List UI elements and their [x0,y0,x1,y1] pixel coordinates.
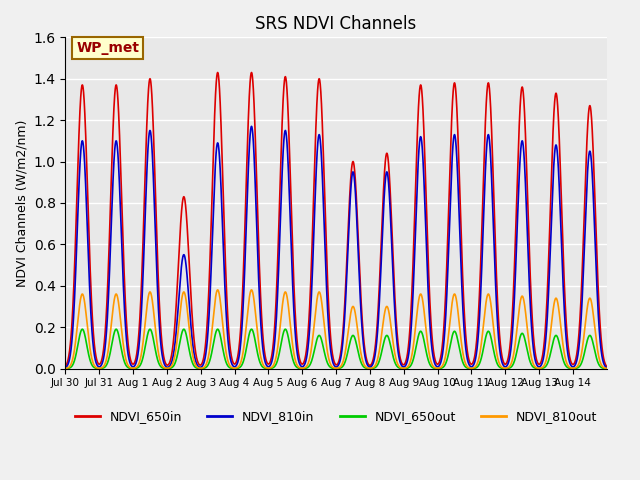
Line: NDVI_810out: NDVI_810out [65,290,607,369]
NDVI_810out [316,290,324,296]
NDVI_650out [377,352,385,358]
NDVI_650in [377,247,385,253]
NDVI_810in [269,349,277,355]
NDVI_650in [81,99,88,105]
Text: WP_met: WP_met [76,41,140,55]
NDVI_810in [316,135,324,141]
NDVI_810in [474,331,482,337]
NDVI_650in [474,313,482,319]
NDVI_650in [214,70,221,75]
NDVI_810out [61,366,69,372]
Line: NDVI_650in: NDVI_650in [65,72,607,367]
Y-axis label: NDVI Channels (W/m2/nm): NDVI Channels (W/m2/nm) [15,119,28,287]
NDVI_810out [377,337,385,343]
NDVI_650in [61,363,69,369]
NDVI_650in [392,307,399,313]
NDVI_810out [603,366,611,372]
NDVI_650out [79,326,86,332]
NDVI_650in [603,364,611,370]
NDVI_810out [269,362,277,368]
NDVI_650out [316,333,324,339]
Line: NDVI_810in: NDVI_810in [65,126,607,368]
NDVI_810out [81,297,88,303]
Line: NDVI_650out: NDVI_650out [65,329,607,369]
NDVI_810out [214,287,221,293]
NDVI_650in [316,79,324,85]
NDVI_810in [377,266,385,272]
NDVI_650out [61,366,69,372]
NDVI_650out [474,363,482,369]
NDVI_650out [392,361,399,367]
NDVI_810in [248,123,255,129]
NDVI_650out [269,365,277,371]
Title: SRS NDVI Channels: SRS NDVI Channels [255,15,417,33]
NDVI_810in [81,154,88,159]
NDVI_810out [474,358,482,363]
NDVI_810in [603,365,611,371]
NDVI_650in [269,338,277,344]
NDVI_810in [392,321,399,327]
Legend: NDVI_650in, NDVI_810in, NDVI_650out, NDVI_810out: NDVI_650in, NDVI_810in, NDVI_650out, NDV… [70,406,602,429]
NDVI_810out [392,354,399,360]
NDVI_650out [81,330,88,336]
NDVI_650out [603,366,611,372]
NDVI_810in [61,365,69,371]
